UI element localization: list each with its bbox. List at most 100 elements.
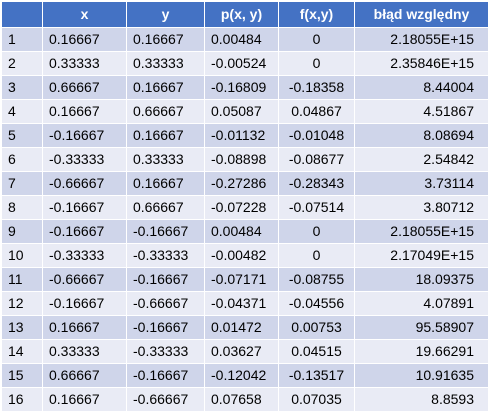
cell-p[interactable]: -0.08898 — [204, 147, 279, 172]
cell-relative-error[interactable]: 8.44004 — [354, 75, 489, 100]
cell-f[interactable]: 0 — [278, 27, 355, 52]
cell-index[interactable]: 4 — [1, 99, 43, 124]
cell-relative-error[interactable]: 8.8593 — [354, 387, 489, 412]
cell-relative-error[interactable]: 2.35846E+15 — [354, 51, 489, 76]
cell-f[interactable]: -0.07514 — [278, 195, 355, 220]
cell-f[interactable]: 0.00753 — [278, 315, 355, 340]
cell-p[interactable]: 0.05087 — [204, 99, 279, 124]
cell-index[interactable]: 3 — [1, 75, 43, 100]
cell-index[interactable]: 10 — [1, 243, 43, 268]
cell-index[interactable]: 13 — [1, 315, 43, 340]
cell-y[interactable]: -0.66667 — [126, 291, 205, 316]
cell-x[interactable]: -0.16667 — [42, 291, 127, 316]
cell-relative-error[interactable]: 19.66291 — [354, 339, 489, 364]
cell-p[interactable]: -0.04371 — [204, 291, 279, 316]
cell-f[interactable]: -0.08677 — [278, 147, 355, 172]
cell-index[interactable]: 15 — [1, 363, 43, 388]
cell-x[interactable]: -0.33333 — [42, 243, 127, 268]
cell-p[interactable]: -0.00524 — [204, 51, 279, 76]
cell-p[interactable]: -0.00482 — [204, 243, 279, 268]
header-p[interactable]: p(x, y) — [204, 1, 279, 28]
cell-relative-error[interactable]: 95.58907 — [354, 315, 489, 340]
cell-x[interactable]: 0.66667 — [42, 75, 127, 100]
cell-index[interactable]: 14 — [1, 339, 43, 364]
cell-p[interactable]: -0.07171 — [204, 267, 279, 292]
cell-y[interactable]: 0.33333 — [126, 51, 205, 76]
cell-relative-error[interactable]: 4.51867 — [354, 99, 489, 124]
cell-x[interactable]: 0.66667 — [42, 363, 127, 388]
cell-x[interactable]: 0.33333 — [42, 339, 127, 364]
cell-p[interactable]: -0.27286 — [204, 171, 279, 196]
cell-f[interactable]: -0.13517 — [278, 363, 355, 388]
cell-y[interactable]: 0.16667 — [126, 75, 205, 100]
cell-relative-error[interactable]: 8.08694 — [354, 123, 489, 148]
cell-relative-error[interactable]: 2.17049E+15 — [354, 243, 489, 268]
cell-y[interactable]: -0.16667 — [126, 219, 205, 244]
cell-f[interactable]: -0.18358 — [278, 75, 355, 100]
cell-y[interactable]: -0.16667 — [126, 267, 205, 292]
cell-index[interactable]: 2 — [1, 51, 43, 76]
cell-relative-error[interactable]: 3.80712 — [354, 195, 489, 220]
cell-f[interactable]: -0.28343 — [278, 171, 355, 196]
cell-y[interactable]: 0.66667 — [126, 195, 205, 220]
cell-index[interactable]: 5 — [1, 123, 43, 148]
header-index[interactable] — [1, 1, 43, 28]
cell-index[interactable]: 16 — [1, 387, 43, 412]
cell-p[interactable]: 0.03627 — [204, 339, 279, 364]
cell-p[interactable]: -0.16809 — [204, 75, 279, 100]
cell-x[interactable]: -0.33333 — [42, 147, 127, 172]
cell-index[interactable]: 9 — [1, 219, 43, 244]
cell-p[interactable]: -0.12042 — [204, 363, 279, 388]
cell-p[interactable]: 0.00484 — [204, 27, 279, 52]
cell-p[interactable]: 0.01472 — [204, 315, 279, 340]
cell-y[interactable]: -0.66667 — [126, 387, 205, 412]
cell-x[interactable]: -0.66667 — [42, 267, 127, 292]
header-y[interactable]: y — [126, 1, 205, 28]
cell-x[interactable]: -0.66667 — [42, 171, 127, 196]
cell-y[interactable]: 0.16667 — [126, 123, 205, 148]
header-relative-error[interactable]: błąd względny — [354, 1, 489, 28]
cell-f[interactable]: 0 — [278, 219, 355, 244]
cell-y[interactable]: 0.16667 — [126, 171, 205, 196]
cell-index[interactable]: 6 — [1, 147, 43, 172]
cell-relative-error[interactable]: 2.18055E+15 — [354, 27, 489, 52]
cell-p[interactable]: -0.07228 — [204, 195, 279, 220]
cell-relative-error[interactable]: 2.18055E+15 — [354, 219, 489, 244]
cell-x[interactable]: 0.33333 — [42, 51, 127, 76]
cell-p[interactable]: 0.00484 — [204, 219, 279, 244]
cell-relative-error[interactable]: 18.09375 — [354, 267, 489, 292]
cell-y[interactable]: 0.16667 — [126, 27, 205, 52]
cell-x[interactable]: 0.16667 — [42, 99, 127, 124]
cell-y[interactable]: -0.16667 — [126, 363, 205, 388]
cell-y[interactable]: -0.33333 — [126, 339, 205, 364]
cell-index[interactable]: 7 — [1, 171, 43, 196]
cell-f[interactable]: 0 — [278, 51, 355, 76]
cell-f[interactable]: 0 — [278, 243, 355, 268]
cell-index[interactable]: 8 — [1, 195, 43, 220]
cell-x[interactable]: -0.16667 — [42, 123, 127, 148]
cell-relative-error[interactable]: 10.91635 — [354, 363, 489, 388]
header-f[interactable]: f(x,y) — [278, 1, 355, 28]
cell-x[interactable]: -0.16667 — [42, 195, 127, 220]
cell-f[interactable]: 0.04867 — [278, 99, 355, 124]
cell-f[interactable]: -0.08755 — [278, 267, 355, 292]
cell-p[interactable]: 0.07658 — [204, 387, 279, 412]
cell-relative-error[interactable]: 2.54842 — [354, 147, 489, 172]
cell-index[interactable]: 12 — [1, 291, 43, 316]
cell-x[interactable]: -0.16667 — [42, 219, 127, 244]
cell-y[interactable]: 0.33333 — [126, 147, 205, 172]
cell-p[interactable]: -0.01132 — [204, 123, 279, 148]
cell-relative-error[interactable]: 3.73114 — [354, 171, 489, 196]
cell-f[interactable]: -0.04556 — [278, 291, 355, 316]
cell-f[interactable]: -0.01048 — [278, 123, 355, 148]
cell-y[interactable]: 0.66667 — [126, 99, 205, 124]
cell-x[interactable]: 0.16667 — [42, 27, 127, 52]
cell-relative-error[interactable]: 4.07891 — [354, 291, 489, 316]
cell-x[interactable]: 0.16667 — [42, 387, 127, 412]
cell-f[interactable]: 0.07035 — [278, 387, 355, 412]
cell-index[interactable]: 11 — [1, 267, 43, 292]
cell-y[interactable]: -0.33333 — [126, 243, 205, 268]
header-x[interactable]: x — [42, 1, 127, 28]
cell-x[interactable]: 0.16667 — [42, 315, 127, 340]
cell-index[interactable]: 1 — [1, 27, 43, 52]
